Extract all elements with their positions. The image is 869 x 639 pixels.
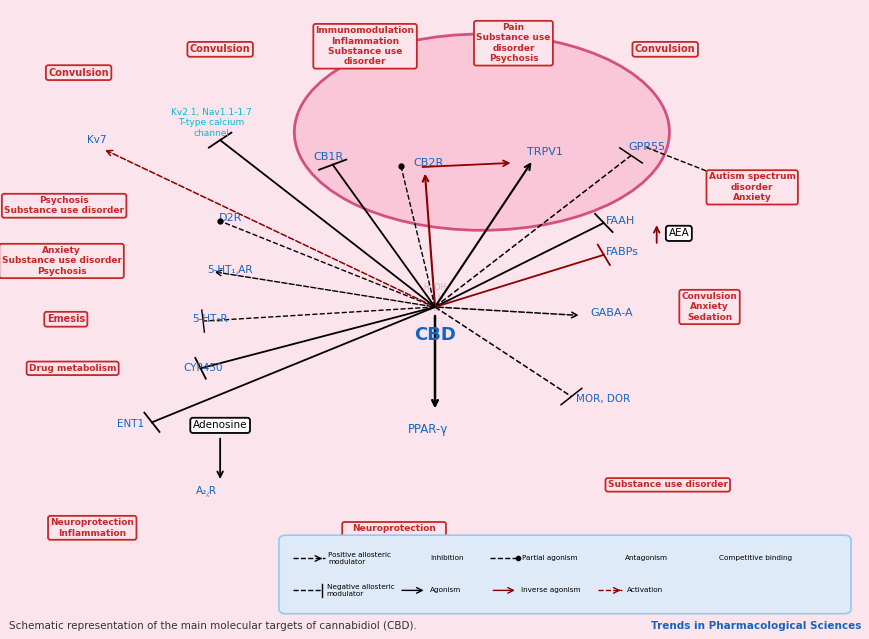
Text: Trends in Pharmacological Sciences: Trends in Pharmacological Sciences — [650, 621, 860, 631]
Text: Psychosis
Substance use disorder: Psychosis Substance use disorder — [4, 196, 124, 215]
Text: Inverse agonism: Inverse agonism — [521, 587, 580, 594]
Text: PPAR-γ: PPAR-γ — [408, 423, 448, 436]
Text: 5-HT₃R: 5-HT₃R — [192, 314, 228, 324]
Text: Negative allosteric
modulator: Negative allosteric modulator — [327, 584, 394, 597]
Text: CBD: CBD — [414, 326, 455, 344]
Text: Pain
Substance use
disorder
Psychosis: Pain Substance use disorder Psychosis — [475, 23, 550, 63]
Text: Drug metabolism: Drug metabolism — [29, 364, 116, 373]
Text: Autism spectrum
disorder
Anxiety: Autism spectrum disorder Anxiety — [708, 173, 794, 203]
Text: A₂⁁R: A₂⁁R — [196, 486, 216, 497]
Text: Schematic representation of the main molecular targets of cannabidiol (CBD).: Schematic representation of the main mol… — [9, 621, 416, 631]
Text: Neuroprotection
Inflammation: Neuroprotection Inflammation — [50, 518, 134, 537]
Text: Activation: Activation — [626, 587, 662, 594]
Text: Positive allosteric
modulator: Positive allosteric modulator — [328, 552, 391, 565]
Text: Convulsion: Convulsion — [634, 44, 694, 54]
Text: Agonism: Agonism — [429, 587, 461, 594]
Text: 5-HT₁⁁AR: 5-HT₁⁁AR — [207, 265, 253, 275]
Text: AEA: AEA — [667, 228, 688, 238]
Text: Partial agonism: Partial agonism — [521, 555, 577, 562]
Text: H  OH
     H
HO: H OH H HO — [423, 283, 446, 312]
Text: FABPs: FABPs — [605, 247, 638, 257]
Text: Convulsion: Convulsion — [49, 68, 109, 78]
Text: Convulsion: Convulsion — [189, 44, 250, 54]
FancyBboxPatch shape — [279, 535, 850, 613]
Text: Substance use disorder: Substance use disorder — [607, 481, 727, 489]
Text: Kv2.1, Nav1.1-1.7
T-type calcium
channel: Kv2.1, Nav1.1-1.7 T-type calcium channel — [171, 108, 252, 138]
Text: Antagonism: Antagonism — [625, 555, 667, 562]
Text: FAAH: FAAH — [605, 216, 634, 226]
Text: Immunomodulation
Inflammation
Substance use
disorder: Immunomodulation Inflammation Substance … — [315, 26, 415, 66]
Text: GABA-A: GABA-A — [589, 308, 632, 318]
Text: GPR55: GPR55 — [627, 142, 665, 153]
Text: CB1R: CB1R — [313, 151, 342, 162]
Text: D2R: D2R — [219, 213, 242, 223]
Text: ENT1: ENT1 — [116, 419, 144, 429]
Text: MOR, DOR: MOR, DOR — [575, 394, 629, 404]
Text: Competitive binding: Competitive binding — [718, 555, 791, 562]
Text: CB2R: CB2R — [414, 158, 443, 168]
Ellipse shape — [294, 34, 669, 230]
Text: Kv7: Kv7 — [87, 135, 107, 145]
Text: Emesis: Emesis — [47, 314, 85, 324]
Text: TRPV1: TRPV1 — [527, 148, 562, 157]
Text: Inhibition: Inhibition — [429, 555, 463, 562]
Text: CYP450: CYP450 — [183, 364, 222, 373]
Text: Adenosine: Adenosine — [193, 420, 247, 431]
Text: Anxiety
Substance use disorder
Psychosis: Anxiety Substance use disorder Psychosis — [2, 246, 122, 276]
Text: Neuroprotection
Neurodegeneration: Neuroprotection Neurodegeneration — [344, 524, 443, 544]
Text: Convulsion
Anxiety
Sedation: Convulsion Anxiety Sedation — [680, 292, 737, 322]
